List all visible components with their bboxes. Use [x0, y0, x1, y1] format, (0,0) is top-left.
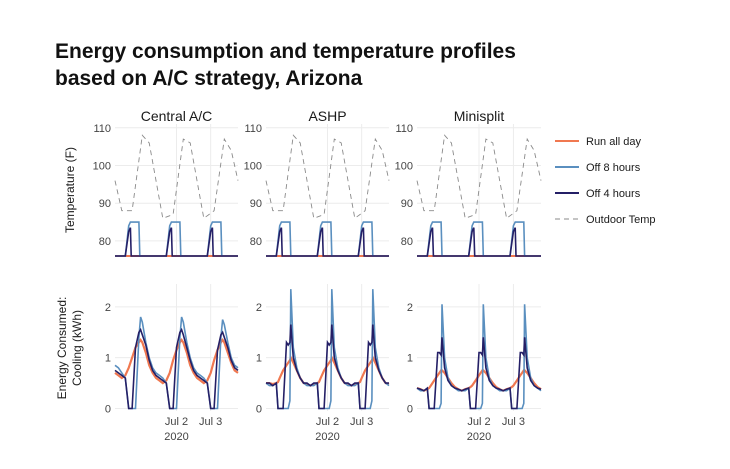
series-off-8-hours-energy-central-a-c: [114, 316, 239, 410]
xtick-year-label-c0: 2020: [164, 431, 188, 443]
series-off-4-hours-energy-central-a-c: [114, 327, 239, 410]
xtick-label-c2-jul-3: Jul 3: [502, 416, 525, 428]
series-off-4-hours-energy-ashp: [266, 324, 389, 410]
series-off-8-hours-energy-ashp: [265, 289, 390, 410]
series-off-4-hours-temp-central-a-c: [115, 227, 238, 257]
panel-title-ashp: ASHP: [308, 108, 346, 124]
series-off-8-hours-temp-minisplit: [417, 221, 541, 257]
series-off-8-hours-energy-minisplit: [416, 304, 542, 410]
ytick-label-r1-c0-1: 1: [105, 353, 111, 365]
legend-label-outdoor-temp: Outdoor Temp: [586, 214, 656, 226]
ytick-label-r1-c2-1: 1: [407, 353, 413, 365]
series-run-all-day-energy-minisplit: [416, 369, 542, 392]
series-off-4-hours-energy-minisplit: [416, 337, 542, 410]
ytick-label-r0-c1-80: 80: [250, 236, 262, 248]
ytick-label-r0-c0-90: 90: [99, 198, 111, 210]
ytick-label-r0-c1-100: 100: [244, 160, 262, 172]
ytick-label-r0-c1-90: 90: [250, 198, 262, 210]
xtick-label-c1-jul-2: Jul 2: [316, 416, 339, 428]
chart-title-line-2: based on A/C strategy, Arizona: [55, 67, 363, 90]
ytick-label-r1-c0-0: 0: [105, 403, 111, 415]
series-run-all-day-energy-central-a-c: [114, 337, 239, 385]
ytick-label-r0-c0-80: 80: [99, 236, 111, 248]
ytick-label-r1-c1-0: 0: [256, 403, 262, 415]
ytick-label-r0-c2-100: 100: [395, 160, 413, 172]
chart-title: Energy consumption and temperature profi…: [55, 38, 675, 92]
y-axis-label-energy-line-2: Cooling (kWh): [70, 310, 84, 386]
xtick-label-c0-jul-3: Jul 3: [199, 416, 222, 428]
xtick-label-c0-jul-2: Jul 2: [165, 416, 188, 428]
panel-title-minisplit: Minisplit: [454, 108, 505, 124]
y-axis-label-energy-line-1: Energy Consumed:: [55, 297, 69, 400]
legend-label-run-all-day: Run all day: [586, 136, 642, 148]
series-run-all-day-energy-ashp: [266, 354, 390, 387]
ytick-label-r1-c2-2: 2: [407, 302, 413, 314]
xtick-year-label-c1: 2020: [315, 431, 339, 443]
series-outdoor-temp-ashp: [265, 134, 390, 220]
legend-label-off-8-hours: Off 8 hours: [586, 162, 641, 174]
series-off-4-hours-temp-ashp: [266, 227, 389, 257]
ytick-label-r0-c2-110: 110: [395, 123, 413, 135]
legend-label-off-4-hours: Off 4 hours: [586, 188, 641, 200]
ytick-label-r0-c0-100: 100: [93, 160, 111, 172]
chart-title-line-1: Energy consumption and temperature profi…: [55, 40, 516, 63]
ytick-label-r0-c1-110: 110: [244, 123, 262, 135]
panel-title-central-a-c: Central A/C: [141, 108, 213, 124]
xtick-year-label-c2: 2020: [467, 431, 491, 443]
ytick-label-r0-c2-80: 80: [401, 236, 413, 248]
xtick-label-c2-jul-2: Jul 2: [467, 416, 490, 428]
y-axis-label-temperature: Temperature (F): [63, 147, 77, 233]
series-off-8-hours-temp-central-a-c: [115, 221, 238, 257]
series-off-8-hours-temp-ashp: [266, 221, 389, 257]
ytick-label-r0-c0-110: 110: [93, 123, 111, 135]
series-outdoor-temp-central-a-c: [114, 134, 239, 220]
ytick-label-r1-c1-2: 2: [256, 302, 262, 314]
ytick-label-r0-c2-90: 90: [401, 198, 413, 210]
series-outdoor-temp-minisplit: [416, 134, 542, 220]
series-off-4-hours-temp-minisplit: [417, 227, 541, 257]
ytick-label-r1-c0-2: 2: [105, 302, 111, 314]
ytick-label-r1-c1-1: 1: [256, 353, 262, 365]
xtick-label-c1-jul-3: Jul 3: [350, 416, 373, 428]
ytick-label-r1-c2-0: 0: [407, 403, 413, 415]
